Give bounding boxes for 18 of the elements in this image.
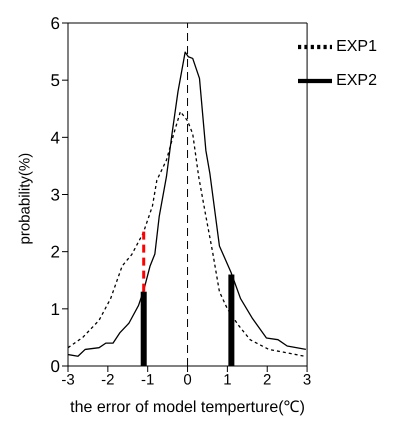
- y-axis-title: probability(%): [16, 152, 34, 244]
- x-tick-label: -3: [61, 372, 75, 389]
- y-tick-label: 4: [50, 128, 60, 148]
- x-tick-label: 0: [183, 372, 192, 389]
- y-tick-label: 3: [50, 186, 60, 205]
- x-tick-label: 1: [223, 372, 232, 389]
- y-tick-label: 6: [50, 14, 60, 34]
- y-tick-label: 2: [50, 242, 60, 262]
- legend-label: EXP2: [336, 72, 377, 90]
- y-tick-label: 5: [50, 71, 60, 90]
- y-tick-label: 1: [50, 300, 60, 319]
- x-tick-label: -2: [101, 372, 115, 389]
- legend-label: EXP1: [336, 38, 377, 56]
- y-tick-label: 0: [50, 357, 60, 376]
- x-axis-title: the error of model temperture(℃): [70, 399, 305, 416]
- x-tick-label: 2: [263, 372, 272, 389]
- x-tick-label: 3: [302, 372, 312, 389]
- x-tick-label: -1: [141, 372, 154, 389]
